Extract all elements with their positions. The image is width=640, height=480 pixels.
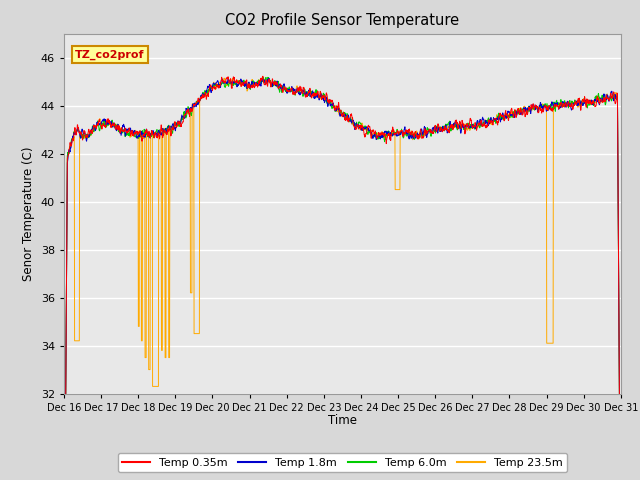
X-axis label: Time: Time <box>328 414 357 427</box>
Legend: Temp 0.35m, Temp 1.8m, Temp 6.0m, Temp 23.5m: Temp 0.35m, Temp 1.8m, Temp 6.0m, Temp 2… <box>118 453 567 472</box>
Y-axis label: Senor Temperature (C): Senor Temperature (C) <box>22 146 35 281</box>
Title: CO2 Profile Sensor Temperature: CO2 Profile Sensor Temperature <box>225 13 460 28</box>
Text: TZ_co2prof: TZ_co2prof <box>75 50 145 60</box>
